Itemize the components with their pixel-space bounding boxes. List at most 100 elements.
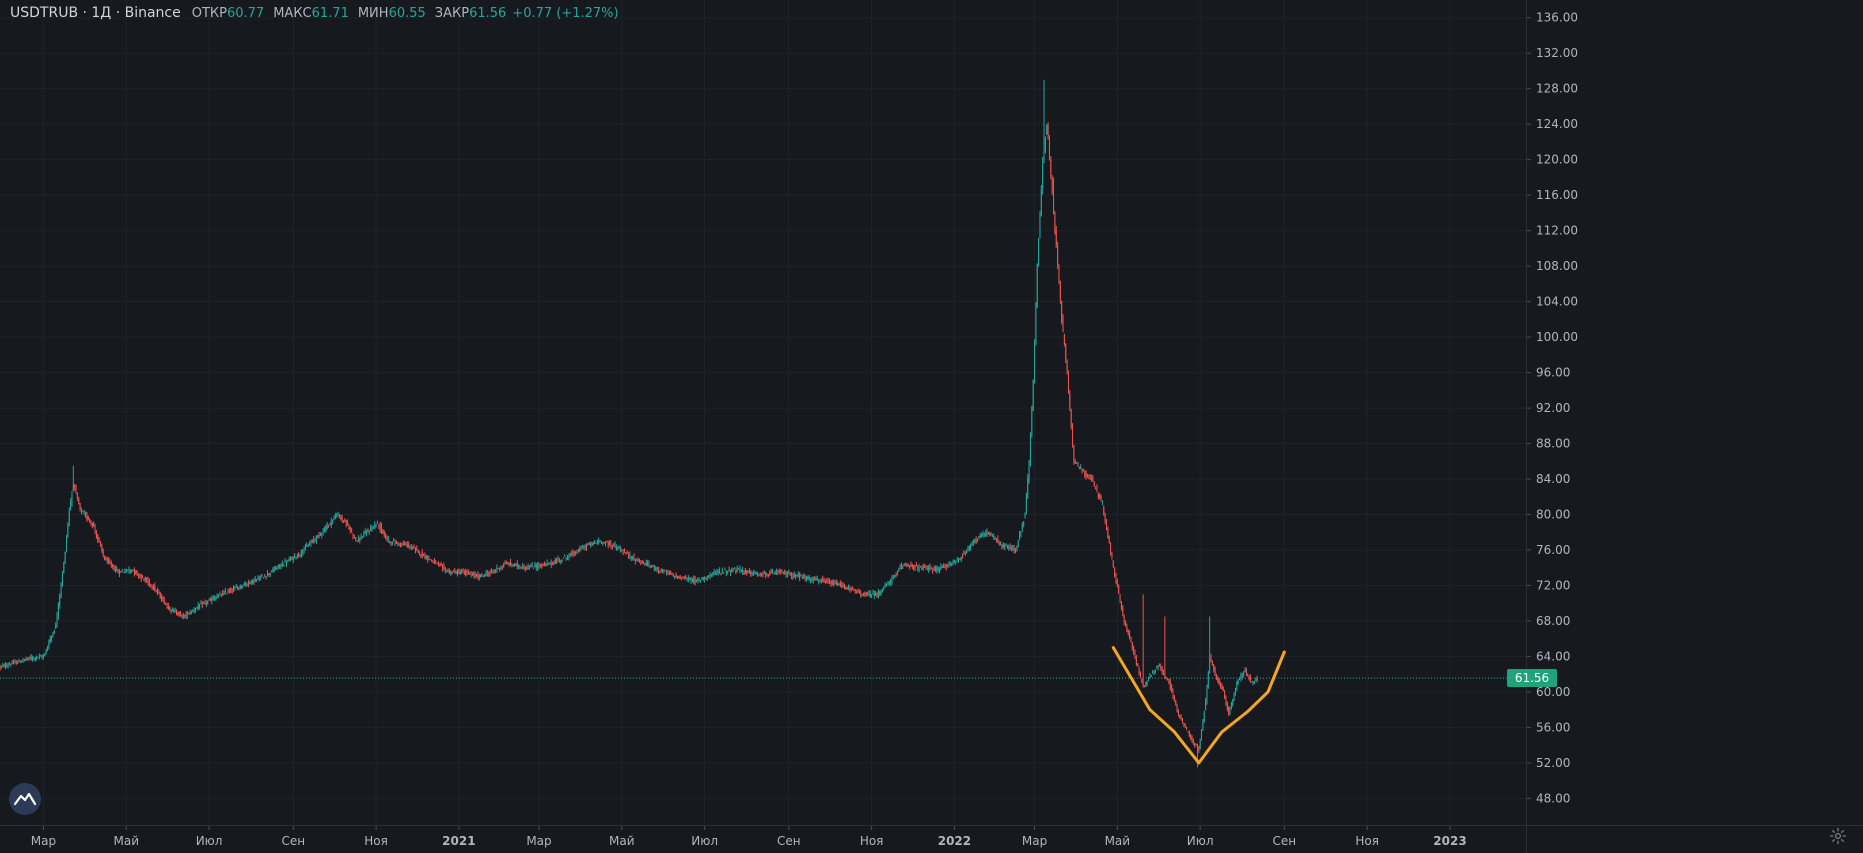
- candle-body: [581, 546, 583, 549]
- candle-body: [169, 607, 171, 611]
- candle-body: [252, 579, 254, 584]
- candle-body: [587, 544, 589, 546]
- candle-body: [401, 543, 403, 545]
- candle-body: [262, 577, 264, 579]
- candle-body: [292, 556, 294, 561]
- candle-body: [500, 567, 502, 569]
- candle-body: [625, 552, 627, 554]
- candle-body: [1198, 746, 1200, 751]
- candle-body: [499, 568, 501, 570]
- candle-body: [919, 566, 921, 568]
- candle-body: [241, 586, 243, 588]
- tradingview-logo-icon[interactable]: [9, 783, 41, 815]
- candle-body: [516, 563, 518, 567]
- candle-body: [340, 517, 342, 519]
- candle-body: [102, 550, 104, 555]
- candle-body: [242, 585, 244, 588]
- v-shape-drawing[interactable]: [1111, 646, 1286, 765]
- candle-body: [553, 561, 555, 565]
- candle-body: [1245, 669, 1247, 674]
- candle-body: [982, 533, 984, 535]
- candle-body: [30, 657, 32, 659]
- candle-body: [752, 571, 754, 575]
- candle-body: [1072, 424, 1074, 445]
- candle-body: [602, 542, 604, 544]
- candle-body: [0, 666, 2, 668]
- candle-body: [998, 543, 1000, 545]
- candle-body: [922, 566, 924, 569]
- candle-body: [755, 572, 757, 574]
- candle-body: [1144, 686, 1145, 688]
- candle-body: [144, 577, 146, 581]
- candle-body: [181, 614, 183, 617]
- candle-body: [1190, 736, 1192, 739]
- candle-body: [60, 583, 62, 596]
- candle-body: [533, 567, 535, 569]
- candle-body: [277, 565, 279, 568]
- candle-body: [223, 592, 225, 594]
- candle-body: [515, 563, 517, 567]
- candle-body: [120, 571, 122, 573]
- candle-body: [1097, 494, 1099, 498]
- x-tick-label: Май: [609, 834, 635, 848]
- candle-body: [1063, 334, 1065, 344]
- candle-body: [245, 583, 247, 586]
- candle-body: [355, 536, 357, 540]
- v-shape-trendline[interactable]: [1111, 646, 1286, 765]
- candle-body: [657, 566, 659, 572]
- candle-body: [108, 559, 110, 562]
- candle-body: [629, 554, 631, 557]
- candle-body: [139, 574, 141, 577]
- y-tick-label: 56.00: [1536, 720, 1570, 734]
- candle-body: [807, 576, 809, 579]
- candle-body: [133, 569, 135, 574]
- candle-body: [129, 569, 131, 572]
- candle-body: [1108, 536, 1110, 543]
- candle-body: [159, 593, 161, 599]
- candle-body: [28, 657, 30, 659]
- candle-body: [226, 593, 228, 595]
- candle-body: [1171, 686, 1173, 691]
- candle-body: [573, 551, 575, 555]
- candle-body: [839, 583, 841, 587]
- candle-body: [211, 598, 213, 602]
- candle-body: [1229, 708, 1231, 714]
- candle-body: [287, 560, 289, 562]
- candle-body: [914, 565, 916, 568]
- candle-body: [209, 598, 211, 600]
- candle-body: [1105, 522, 1107, 528]
- candle-body: [1149, 675, 1151, 678]
- candle-body: [633, 556, 635, 558]
- candle-body: [1038, 238, 1040, 267]
- candle-body: [1024, 513, 1026, 519]
- candle-body: [603, 541, 605, 543]
- candle-body: [704, 577, 706, 580]
- candle-body: [322, 529, 324, 534]
- candle-body: [341, 517, 343, 520]
- candle-body: [668, 573, 670, 575]
- candle-body: [1232, 699, 1234, 705]
- candle-body: [99, 542, 101, 546]
- candle-body: [714, 571, 716, 573]
- candle-body: [580, 546, 582, 551]
- candle-body: [279, 564, 281, 567]
- candle-body: [953, 561, 955, 563]
- candle-body: [1177, 710, 1179, 715]
- candle-body: [257, 577, 259, 580]
- candle-body: [731, 569, 733, 573]
- candle-body: [480, 574, 482, 577]
- candle-body: [645, 562, 647, 565]
- candle-body: [873, 593, 875, 596]
- candle-body: [694, 579, 696, 583]
- candle-body: [1184, 725, 1186, 727]
- candle-body: [558, 559, 560, 561]
- candle-body: [269, 572, 271, 575]
- candle-body: [599, 540, 601, 542]
- candle-body: [442, 564, 444, 569]
- candle-body: [1040, 189, 1042, 216]
- candle-body: [747, 570, 749, 572]
- candle-body: [283, 565, 285, 567]
- symbol-name[interactable]: USDTRUB · 1Д · Binance: [10, 5, 181, 21]
- gear-icon[interactable]: [1827, 825, 1849, 847]
